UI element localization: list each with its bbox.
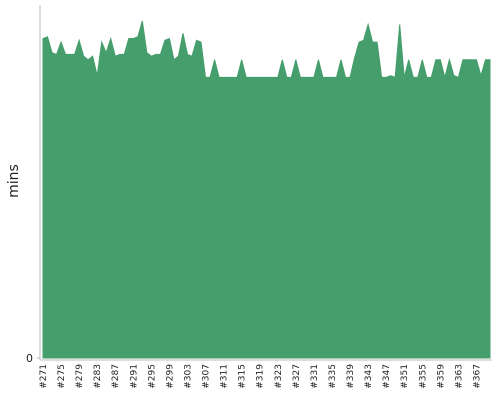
x-tick-label: #351 — [400, 364, 410, 389]
x-tick-label: #327 — [292, 364, 302, 389]
x-tick-label: #343 — [364, 364, 374, 389]
x-tick-label: #299 — [165, 364, 175, 389]
x-tick-label: #347 — [382, 364, 392, 389]
x-tick-label: #303 — [183, 364, 193, 389]
x-tick-label: #359 — [436, 364, 446, 389]
x-tick-label: #291 — [129, 364, 139, 389]
x-tick-label: #363 — [454, 364, 464, 389]
x-tick-label: #315 — [238, 364, 248, 389]
x-tick-label: #271 — [39, 364, 49, 389]
x-tick-label: #295 — [147, 364, 157, 389]
x-tick-label: #279 — [75, 364, 85, 389]
x-tick-label: #323 — [274, 364, 284, 389]
x-tick-label: #331 — [310, 364, 320, 389]
x-tick-label: #307 — [202, 364, 212, 389]
y-axis-label: mins — [6, 164, 22, 198]
area — [42, 20, 491, 359]
x-tick-label: #283 — [93, 364, 103, 389]
x-tick-label: #319 — [256, 364, 266, 389]
x-tick-label: #367 — [472, 364, 482, 389]
x-tick-label: #287 — [111, 364, 121, 389]
x-tick-label: #275 — [57, 364, 67, 389]
x-tick-label: #335 — [328, 364, 338, 389]
x-tick-label: #311 — [220, 364, 230, 389]
y-tick-label: 0 — [26, 352, 33, 365]
x-tick-label: #355 — [418, 364, 428, 389]
x-tick-label: #339 — [346, 364, 356, 389]
